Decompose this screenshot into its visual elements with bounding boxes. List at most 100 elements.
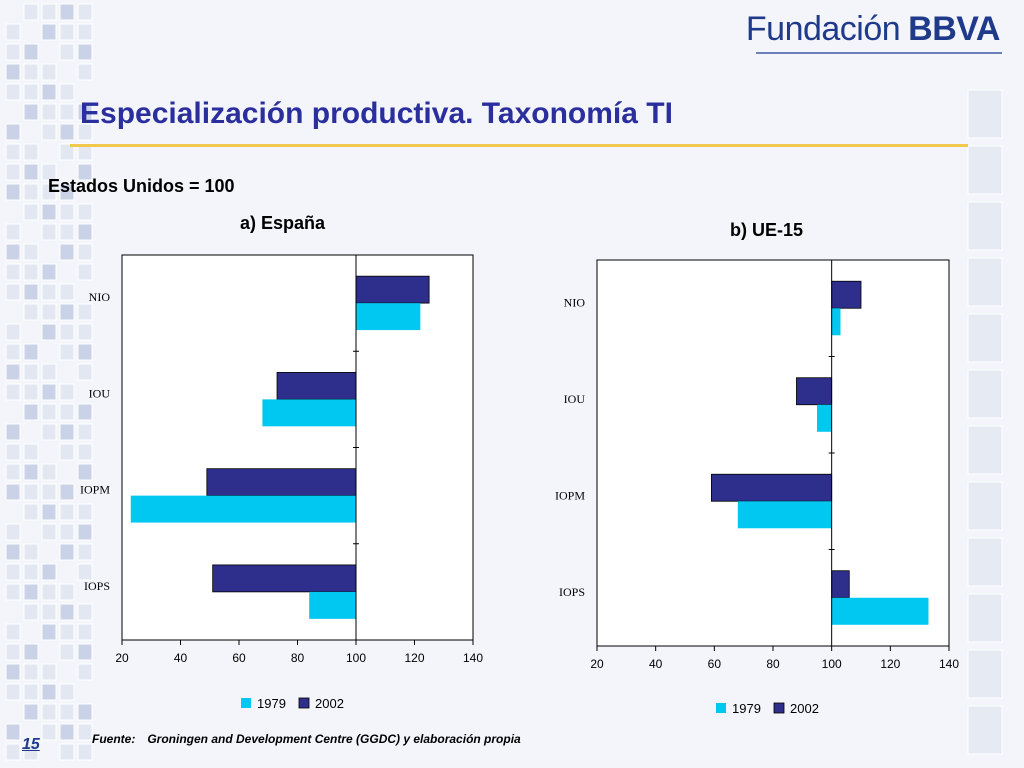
bg-square (77, 563, 93, 581)
bg-square (59, 603, 75, 621)
bg-square (59, 483, 75, 501)
bg-square (967, 257, 1003, 307)
bg-square (77, 423, 93, 441)
bg-square (41, 163, 57, 181)
bg-square (41, 603, 57, 621)
bar-1979 (130, 495, 356, 523)
bg-square (5, 143, 21, 161)
bg-square (41, 83, 57, 101)
bg-square (5, 283, 21, 301)
bg-square (967, 425, 1003, 475)
bar-2002 (711, 473, 833, 502)
bg-square (59, 223, 75, 241)
bg-square (41, 563, 57, 581)
bg-square (5, 323, 21, 341)
subtitle: Estados Unidos = 100 (48, 176, 235, 196)
bg-square (77, 263, 93, 281)
bg-square (59, 23, 75, 41)
bg-square (41, 403, 57, 421)
bar-2002 (206, 468, 357, 497)
bg-square (5, 543, 21, 561)
bg-square (23, 443, 39, 461)
bar-1979 (737, 501, 832, 529)
bg-square (967, 201, 1003, 251)
bg-square (967, 537, 1003, 587)
bg-square (23, 703, 39, 721)
x-tick-label: 140 (463, 651, 483, 665)
bar-1979 (356, 303, 421, 331)
bg-square (5, 723, 21, 741)
bg-square (77, 63, 93, 81)
bg-square (59, 623, 75, 641)
plot-area (596, 259, 950, 647)
bg-square (77, 503, 93, 521)
bg-square (967, 705, 1003, 755)
bg-square (5, 663, 21, 681)
bar-2002 (355, 275, 430, 304)
bg-square (41, 363, 57, 381)
category-label: IOU (89, 386, 111, 400)
bar-1979 (262, 399, 356, 427)
bg-square (77, 103, 93, 121)
bg-square (59, 423, 75, 441)
logo-brand: BBVA (908, 10, 1000, 48)
bg-square (41, 583, 57, 601)
bg-square (967, 313, 1003, 363)
bg-square (77, 663, 93, 681)
bg-square (23, 343, 39, 361)
bg-square (59, 123, 75, 141)
bg-square (5, 443, 21, 461)
bg-square (5, 163, 21, 181)
source-note: Fuente: Groningen and Development Centre … (92, 732, 521, 746)
bg-square (41, 463, 57, 481)
bg-square (59, 43, 75, 61)
bg-square (5, 683, 21, 701)
bg-square (967, 649, 1003, 699)
category-label: IOPM (80, 483, 110, 497)
category-label: IOPM (555, 488, 585, 502)
bg-square (23, 103, 39, 121)
bg-square (77, 123, 93, 141)
bg-square (23, 603, 39, 621)
bg-square (5, 343, 21, 361)
bg-square (5, 243, 21, 261)
bg-square (23, 43, 39, 61)
bg-square (41, 683, 57, 701)
bg-square (77, 363, 93, 381)
bg-square (23, 403, 39, 421)
bg-square (5, 223, 21, 241)
bg-square (967, 89, 1003, 139)
bg-square (77, 443, 93, 461)
bg-square (59, 543, 75, 561)
bg-square (5, 363, 21, 381)
legend-swatch-1979 (241, 698, 251, 708)
bar-1979 (831, 308, 841, 336)
bg-square (59, 383, 75, 401)
bg-square (77, 303, 93, 321)
bg-square (77, 23, 93, 41)
x-tick-label: 20 (115, 651, 129, 665)
bg-square (77, 463, 93, 481)
bg-square (77, 543, 93, 561)
bg-square (41, 303, 57, 321)
bg-square (77, 703, 93, 721)
bg-square (5, 743, 21, 761)
bg-square (5, 23, 21, 41)
bg-square (23, 163, 39, 181)
bg-square (59, 243, 75, 261)
bg-square (59, 303, 75, 321)
logo-text: Fundación (745, 10, 901, 48)
category-label: IOU (564, 392, 586, 406)
bg-square (59, 523, 75, 541)
x-tick-label: 100 (346, 651, 366, 665)
bg-square (59, 723, 75, 741)
bg-square (41, 483, 57, 501)
category-label: IOPS (559, 585, 585, 599)
x-tick-label: 120 (404, 651, 424, 665)
bg-square (23, 83, 39, 101)
x-tick-label: 40 (649, 657, 663, 671)
bg-square (5, 63, 21, 81)
category-label: NIO (564, 295, 586, 309)
